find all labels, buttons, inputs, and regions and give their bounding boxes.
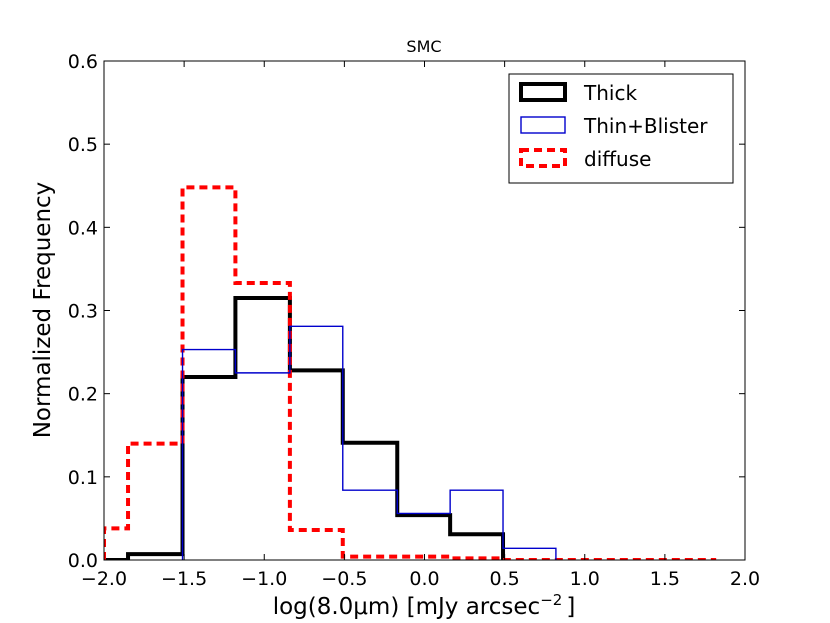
legend-label-thick: Thick	[583, 81, 637, 105]
series-layer	[104, 185, 717, 560]
x-tick-label: 0.0	[409, 568, 439, 590]
legend-swatch-thick	[519, 82, 567, 102]
x-tick-label: 0.5	[490, 568, 520, 590]
x-tick-label: 1.0	[570, 568, 600, 590]
y-tick-label: 0.2	[68, 384, 98, 406]
x-tick-label: −1.0	[241, 568, 287, 590]
chart-title: SMC	[406, 37, 441, 56]
x-tick-label: −0.5	[321, 568, 367, 590]
x-tick-label: 2.0	[730, 568, 760, 590]
legend-swatch-diffuse	[519, 148, 567, 168]
y-axis-label: Normalized Frequency	[30, 182, 56, 439]
y-tick-label: 0.4	[68, 217, 98, 239]
x-axis-label: log(8.0μm) [mJy arcsec−2]	[273, 591, 576, 620]
x-axis-label-main: log(8.0μm) [mJy arcsec	[273, 594, 541, 620]
x-axis-label-exponent: −2	[540, 591, 562, 609]
series-thick	[104, 296, 506, 560]
legend: Thick Thin+Blister diffuse	[508, 73, 734, 184]
y-tick-label: 0.0	[68, 550, 98, 572]
series-diffuse	[104, 185, 717, 560]
legend-label-thin-blister: Thin+Blister	[583, 114, 708, 138]
y-tick-label: 0.5	[68, 134, 98, 156]
y-tick-label: 0.3	[68, 301, 98, 323]
x-tick-label: −2.0	[81, 568, 127, 590]
x-axis-label-suffix: ]	[566, 594, 575, 620]
legend-label-diffuse: diffuse	[584, 147, 651, 171]
legend-swatch-thin-blister	[520, 116, 566, 134]
x-tick-label: −1.5	[161, 568, 207, 590]
y-tick-label: 0.6	[68, 51, 98, 73]
series-thin-blister	[181, 325, 557, 560]
y-tick-label: 0.1	[68, 467, 98, 489]
axes-layer: −2.0 −1.5 −1.0 −0.5 0.0 0.5 1.0 1.5 2.0 0.0 0.1 0.2…	[68, 51, 760, 590]
x-tick-label: 1.5	[650, 568, 680, 590]
